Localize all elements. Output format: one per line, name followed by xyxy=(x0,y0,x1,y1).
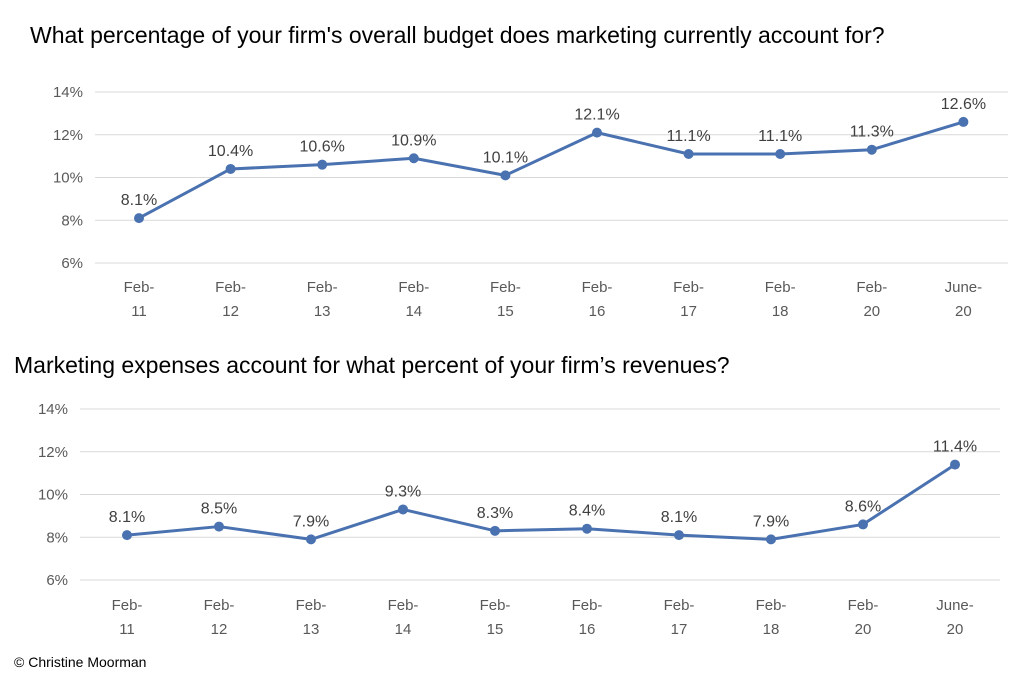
x-tick-label: Feb- xyxy=(307,279,338,296)
data-point xyxy=(858,519,868,530)
data-point xyxy=(317,159,328,170)
data-label: 10.1% xyxy=(483,149,528,166)
data-label: 12.1% xyxy=(574,107,619,124)
x-tick-label: Feb- xyxy=(582,279,613,296)
x-tick-label: Feb- xyxy=(215,279,246,296)
data-point xyxy=(674,530,684,541)
data-label: 11.1% xyxy=(667,128,711,145)
x-tick-label: 20 xyxy=(955,303,972,320)
y-tick-label: 14% xyxy=(38,401,68,418)
data-label: 11.4% xyxy=(933,439,977,456)
x-tick-label: 18 xyxy=(772,303,789,320)
data-label: 7.9% xyxy=(293,513,329,530)
x-tick-label: 14 xyxy=(405,303,422,320)
data-label: 11.1% xyxy=(758,128,802,145)
x-tick-label: Feb- xyxy=(112,597,143,614)
x-tick-label: June- xyxy=(945,279,983,296)
x-tick-label: 20 xyxy=(947,621,964,638)
data-label: 12.6% xyxy=(941,96,986,113)
x-tick-label: 12 xyxy=(211,621,228,638)
x-tick-label: Feb- xyxy=(765,279,796,296)
x-tick-label: Feb- xyxy=(388,597,419,614)
data-label: 8.4% xyxy=(569,503,605,520)
x-tick-label: Feb- xyxy=(664,597,695,614)
y-tick-label: 12% xyxy=(53,127,83,144)
y-tick-label: 10% xyxy=(38,487,68,504)
y-tick-label: 6% xyxy=(46,572,68,589)
data-label: 7.9% xyxy=(753,513,789,530)
x-tick-label: 15 xyxy=(487,621,504,638)
data-point xyxy=(214,521,224,532)
x-tick-label: Feb- xyxy=(848,597,879,614)
x-tick-label: 11 xyxy=(119,621,135,638)
data-point xyxy=(766,534,776,545)
revenues-line-chart: 6% 8% 10% 12% 14% Feb- 11 Feb- 12 Feb- 13 Feb- 14 Feb… xyxy=(38,401,1000,638)
data-point xyxy=(582,523,592,534)
x-tick-label: 12 xyxy=(222,303,239,320)
x-tick-label: 16 xyxy=(589,303,606,320)
data-point xyxy=(592,127,602,138)
data-label: 10.4% xyxy=(208,143,253,160)
x-tick-label: 13 xyxy=(303,621,320,638)
x-tick-label: Feb- xyxy=(856,279,887,296)
x-tick-label: 14 xyxy=(395,621,412,638)
y-tick-label: 10% xyxy=(53,170,83,187)
data-point xyxy=(683,148,694,159)
data-point xyxy=(950,459,960,470)
x-tick-label: Feb- xyxy=(756,597,787,614)
x-tick-label: 15 xyxy=(497,303,514,320)
x-tick-label: Feb- xyxy=(572,597,603,614)
x-tick-label: Feb- xyxy=(296,597,327,614)
y-tick-label: 6% xyxy=(61,255,83,272)
data-label: 8.1% xyxy=(661,509,697,526)
data-point xyxy=(408,153,419,164)
x-tick-label: Feb- xyxy=(398,279,429,296)
chart-title-revenues: Marketing expenses account for what perc… xyxy=(14,352,730,378)
chart-title-budget: What percentage of your firm's overall b… xyxy=(30,22,885,48)
data-label: 11.3% xyxy=(850,124,894,141)
x-tick-label: Feb- xyxy=(490,279,521,296)
series-line xyxy=(126,463,956,541)
y-tick-label: 8% xyxy=(46,529,68,546)
y-tick-label: 14% xyxy=(53,84,83,101)
data-label: 8.1% xyxy=(109,509,145,526)
data-point xyxy=(398,504,408,515)
data-point xyxy=(225,163,236,174)
x-tick-label: Feb- xyxy=(124,279,155,296)
x-tick-label: Feb- xyxy=(204,597,235,614)
data-point xyxy=(306,534,316,545)
data-point xyxy=(500,170,511,181)
x-tick-label: June- xyxy=(936,597,974,614)
data-label: 8.5% xyxy=(201,501,237,518)
x-tick-label: 17 xyxy=(680,303,697,320)
data-point xyxy=(958,116,969,127)
y-tick-label: 12% xyxy=(38,444,68,461)
x-tick-label: Feb- xyxy=(673,279,704,296)
x-tick-label: 20 xyxy=(855,621,872,638)
x-tick-label: 16 xyxy=(579,621,596,638)
x-tick-label: Feb- xyxy=(480,597,511,614)
data-point xyxy=(490,525,500,536)
series-line xyxy=(138,120,964,220)
data-label: 10.6% xyxy=(300,139,345,156)
data-label: 8.6% xyxy=(845,498,881,515)
data-point xyxy=(866,144,877,155)
data-point xyxy=(122,530,132,541)
copyright-notice: © Christine Moorman xyxy=(14,654,147,670)
y-tick-label: 8% xyxy=(61,212,83,229)
data-label: 8.1% xyxy=(121,192,157,209)
x-tick-label: 17 xyxy=(671,621,688,638)
data-point xyxy=(134,213,144,224)
data-label: 10.9% xyxy=(391,132,436,149)
x-tick-label: 13 xyxy=(314,303,331,320)
data-label: 8.3% xyxy=(477,505,513,522)
x-tick-label: 11 xyxy=(131,303,147,320)
data-label: 9.3% xyxy=(385,483,421,500)
budget-line-chart: 6% 8% 10% 12% 14% Feb- 11 Feb- 12 Feb- 13 Feb- 14 Feb… xyxy=(53,84,1008,320)
data-point xyxy=(775,148,786,159)
x-tick-label: 20 xyxy=(863,303,880,320)
x-tick-label: 18 xyxy=(763,621,780,638)
